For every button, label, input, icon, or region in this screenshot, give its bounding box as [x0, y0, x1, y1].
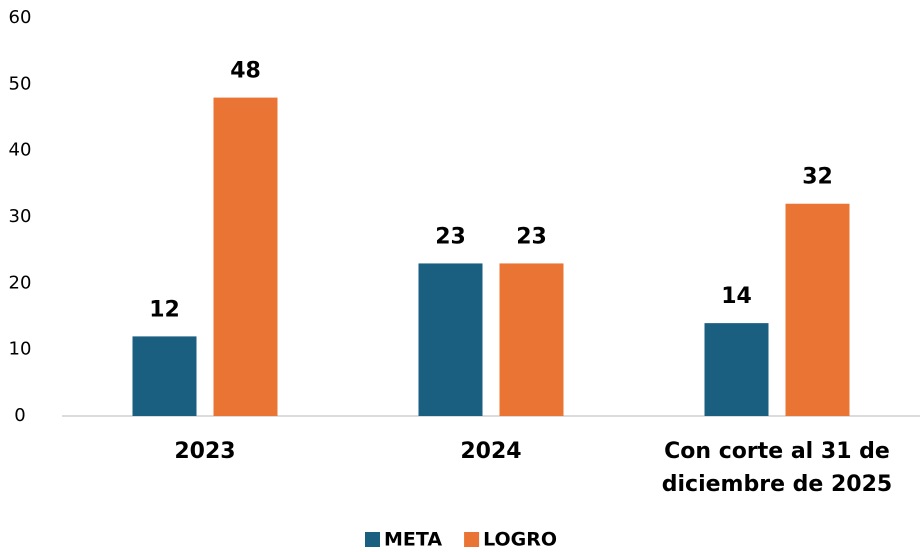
x-tick-label: 2024 — [460, 439, 521, 464]
y-tick-label: 50 — [9, 73, 32, 94]
legend-label: META — [384, 529, 442, 551]
legend-label: LOGRO — [483, 529, 557, 551]
bar — [418, 263, 483, 416]
legend-swatch — [464, 532, 480, 547]
y-tick-label: 10 — [9, 339, 32, 360]
y-tick-label: 60 — [9, 7, 32, 28]
bar — [704, 323, 769, 416]
x-tick-label: Con corte al 31 de diciembre de 2025 — [662, 439, 892, 497]
value-label: 48 — [230, 59, 261, 84]
bar — [499, 263, 564, 416]
x-tick-label: 2023 — [174, 439, 235, 464]
y-tick-label: 0 — [14, 405, 25, 426]
value-label: 12 — [149, 297, 180, 322]
bar — [213, 97, 278, 416]
value-label: 23 — [435, 224, 466, 249]
value-label: 14 — [721, 284, 752, 309]
value-label: 32 — [802, 165, 833, 190]
y-tick-label: 20 — [9, 272, 32, 293]
legend-swatch — [365, 532, 380, 547]
bar — [785, 203, 850, 416]
y-tick-label: 30 — [9, 206, 32, 227]
value-label: 23 — [516, 224, 547, 249]
y-tick-label: 40 — [9, 140, 32, 161]
bar — [132, 336, 197, 416]
